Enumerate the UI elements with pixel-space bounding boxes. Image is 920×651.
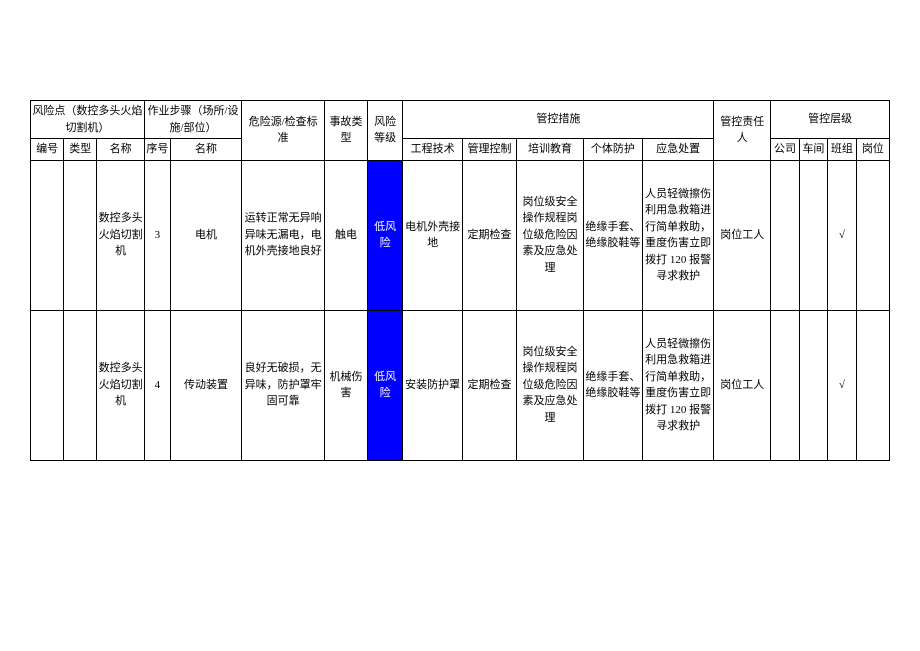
hdr-responsible: 管控责任人 xyxy=(714,101,771,161)
hdr-control-measures: 管控措施 xyxy=(403,101,714,139)
cell-accident: 机械伤害 xyxy=(325,310,368,460)
hdr-training: 培训教育 xyxy=(517,139,583,161)
hdr-ppe: 个体防护 xyxy=(583,139,642,161)
risk-table: 风险点（数控多头火焰切割机） 作业步骤（场所/设施/部位） 危险源/检查标准 事… xyxy=(30,100,890,461)
hdr-risk-point: 风险点（数控多头火焰切割机） xyxy=(31,101,145,139)
hdr-eng-tech: 工程技术 xyxy=(403,139,462,161)
cell-name: 数控多头火焰切割机 xyxy=(97,160,144,310)
cell-training: 岗位级安全操作规程岗位级危险因素及应急处理 xyxy=(517,160,583,310)
cell-risk-level: 低风险 xyxy=(367,160,403,310)
hdr-accident: 事故类型 xyxy=(325,101,368,161)
cell-accident: 触电 xyxy=(325,160,368,310)
cell-id xyxy=(31,310,64,460)
hdr-workshop: 车间 xyxy=(799,139,827,161)
cell-training: 岗位级安全操作规程岗位级危险因素及应急处理 xyxy=(517,310,583,460)
cell-step-name: 电机 xyxy=(170,160,241,310)
hdr-id: 编号 xyxy=(31,139,64,161)
cell-type xyxy=(64,160,97,310)
hdr-post: 岗位 xyxy=(856,139,889,161)
cell-responsible: 岗位工人 xyxy=(714,160,771,310)
hdr-company: 公司 xyxy=(771,139,799,161)
cell-lvl-workshop xyxy=(799,160,827,310)
cell-lvl-team: √ xyxy=(828,310,856,460)
cell-hazard: 运转正常无异响异味无漏电，电机外壳接地良好 xyxy=(242,160,325,310)
table-head: 风险点（数控多头火焰切割机） 作业步骤（场所/设施/部位） 危险源/检查标准 事… xyxy=(31,101,890,161)
hdr-work-step: 作业步骤（场所/设施/部位） xyxy=(144,101,241,139)
hdr-emergency: 应急处置 xyxy=(643,139,714,161)
cell-lvl-workshop xyxy=(799,310,827,460)
hdr-risk-level: 风险等级 xyxy=(367,101,403,161)
hdr-seq: 序号 xyxy=(144,139,170,161)
cell-step-name: 传动装置 xyxy=(170,310,241,460)
cell-lvl-company xyxy=(771,160,799,310)
cell-hazard: 良好无破损，无异味，防护罩牢固可靠 xyxy=(242,310,325,460)
cell-name: 数控多头火焰切割机 xyxy=(97,310,144,460)
cell-type xyxy=(64,310,97,460)
hdr-name: 名称 xyxy=(97,139,144,161)
page: 风险点（数控多头火焰切割机） 作业步骤（场所/设施/部位） 危险源/检查标准 事… xyxy=(0,0,920,651)
cell-emergency: 人员轻微擦伤利用急救箱进行简单救助，重度伤害立即拨打 120 报警寻求救护 xyxy=(643,310,714,460)
table-row: 数控多头火焰切割机 3 电机 运转正常无异响异味无漏电，电机外壳接地良好 触电 … xyxy=(31,160,890,310)
cell-lvl-post xyxy=(856,160,889,310)
hdr-mgmt-ctrl: 管理控制 xyxy=(462,139,517,161)
hdr-control-level: 管控层级 xyxy=(771,101,890,139)
hdr-type: 类型 xyxy=(64,139,97,161)
cell-risk-level: 低风险 xyxy=(367,310,403,460)
table-body: 数控多头火焰切割机 3 电机 运转正常无异响异味无漏电，电机外壳接地良好 触电 … xyxy=(31,160,890,460)
cell-responsible: 岗位工人 xyxy=(714,310,771,460)
table-row: 数控多头火焰切割机 4 传动装置 良好无破损，无异味，防护罩牢固可靠 机械伤害 … xyxy=(31,310,890,460)
hdr-team: 班组 xyxy=(828,139,856,161)
cell-ppe: 绝缘手套、绝缘胶鞋等 xyxy=(583,160,642,310)
cell-lvl-post xyxy=(856,310,889,460)
cell-seq: 4 xyxy=(144,310,170,460)
cell-seq: 3 xyxy=(144,160,170,310)
cell-mgmt-ctrl: 定期检查 xyxy=(462,310,517,460)
cell-id xyxy=(31,160,64,310)
cell-lvl-company xyxy=(771,310,799,460)
cell-mgmt-ctrl: 定期检查 xyxy=(462,160,517,310)
cell-lvl-team: √ xyxy=(828,160,856,310)
cell-emergency: 人员轻微擦伤利用急救箱进行简单救助，重度伤害立即拨打 120 报警寻求救护 xyxy=(643,160,714,310)
hdr-step-name: 名称 xyxy=(170,139,241,161)
header-row-1: 风险点（数控多头火焰切割机） 作业步骤（场所/设施/部位） 危险源/检查标准 事… xyxy=(31,101,890,139)
hdr-hazard: 危险源/检查标准 xyxy=(242,101,325,161)
cell-ppe: 绝缘手套、绝缘胶鞋等 xyxy=(583,310,642,460)
cell-eng-tech: 安装防护罩 xyxy=(403,310,462,460)
cell-eng-tech: 电机外壳接地 xyxy=(403,160,462,310)
